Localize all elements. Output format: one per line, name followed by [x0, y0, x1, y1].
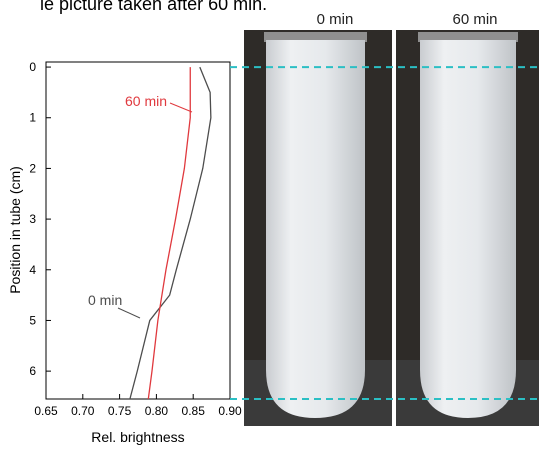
x-tick-label: 0.65 — [34, 404, 58, 418]
x-tick-label: 0.75 — [108, 404, 132, 418]
y-axis-label: Position in tube (cm) — [7, 166, 23, 294]
panel-label: 60 min — [452, 11, 497, 28]
series-label: 0 min — [88, 292, 122, 308]
x-tick-label: 0.70 — [71, 404, 95, 418]
x-tick-label: 0.90 — [218, 404, 242, 418]
y-tick-label: 1 — [29, 111, 36, 125]
x-tick-label: 0.80 — [145, 404, 169, 418]
data-line — [148, 67, 190, 399]
x-tick-label: 0.85 — [182, 404, 206, 418]
y-tick-label: 6 — [29, 364, 36, 378]
y-tick-label: 2 — [29, 161, 36, 175]
series-label: 60 min — [125, 93, 167, 109]
figure: le picture taken after 60 min. 0 min 60 … — [0, 0, 539, 450]
plot-frame — [46, 62, 230, 399]
photo — [244, 30, 392, 426]
leader-line — [118, 308, 140, 318]
caption: le picture taken after 60 min. — [40, 0, 267, 14]
x-axis-label: Rel. brightness — [91, 429, 184, 445]
y-tick-label: 3 — [29, 212, 36, 226]
y-tick-label: 0 — [29, 60, 36, 74]
data-line — [130, 67, 211, 399]
panel-label: 0 min — [317, 11, 354, 28]
leader-line — [170, 103, 192, 112]
y-tick-label: 4 — [29, 263, 36, 277]
photo — [396, 30, 539, 426]
y-tick-label: 5 — [29, 313, 36, 327]
